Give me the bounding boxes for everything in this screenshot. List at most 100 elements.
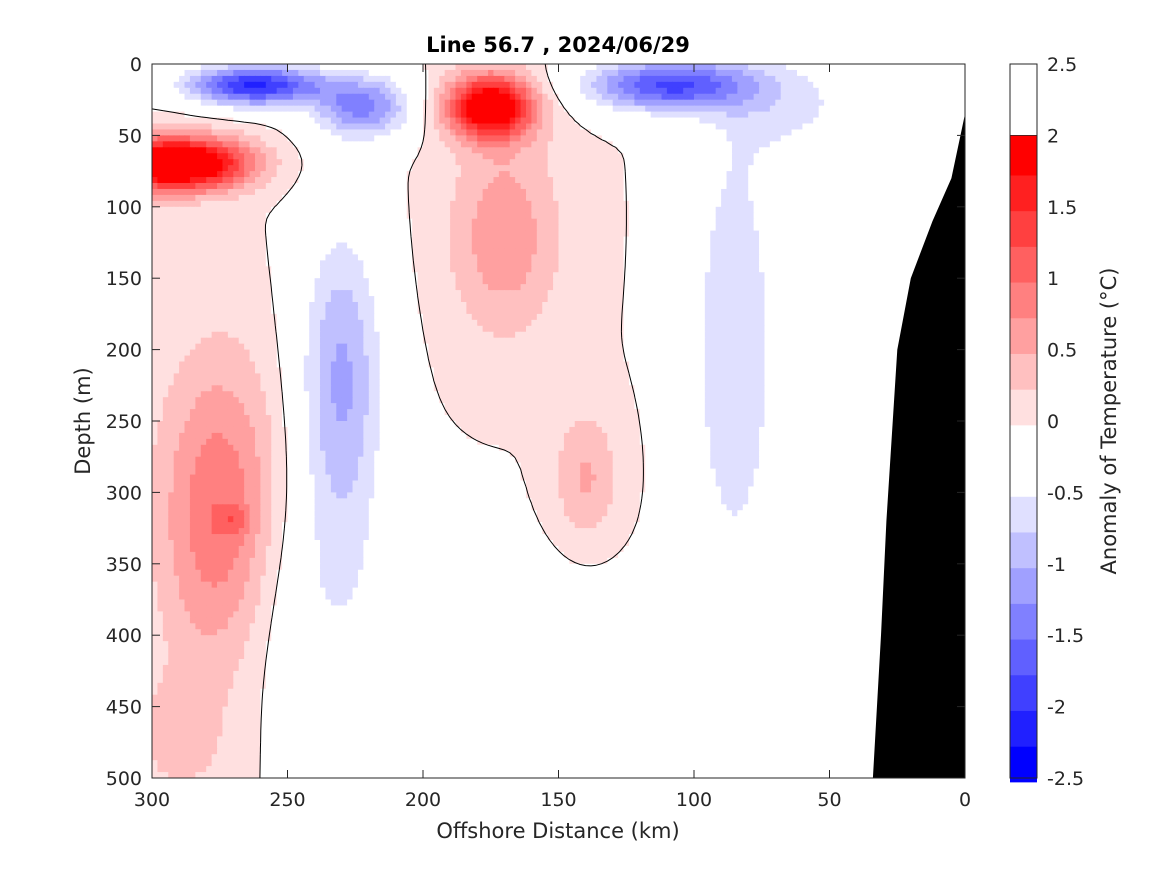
field-cell (748, 147, 755, 154)
field-cell (271, 75, 278, 83)
field-cell (265, 254, 272, 261)
field-cell (715, 69, 722, 77)
field-cell (515, 87, 522, 95)
field-cell (152, 224, 159, 232)
field-cell (921, 147, 928, 154)
field-cell (439, 212, 446, 220)
field-cell (645, 87, 652, 95)
field-cell (189, 123, 196, 131)
field-cell (542, 123, 549, 131)
field-cell (254, 206, 261, 214)
field-cell (168, 183, 175, 190)
field-cell (244, 230, 251, 238)
field-cell (303, 248, 310, 255)
field-cell (460, 212, 467, 220)
field-cell (802, 81, 809, 89)
field-cell (661, 141, 668, 148)
field-cell (287, 87, 294, 95)
field-cell (905, 117, 912, 125)
field-cell (704, 206, 711, 214)
field-cell (661, 81, 668, 89)
field-cell (515, 206, 522, 214)
field-cell (249, 188, 256, 196)
field-cell (553, 254, 560, 261)
field-cell (498, 69, 505, 77)
field-cell (580, 194, 587, 202)
field-cell (650, 99, 657, 107)
field-cell (547, 165, 554, 172)
field-cell (959, 123, 965, 131)
field-cell (824, 200, 831, 208)
field-cell (206, 260, 213, 267)
field-cell (802, 64, 809, 71)
field-cell (910, 248, 917, 255)
field-cell (862, 194, 869, 202)
field-cell (477, 111, 484, 119)
field-cell (244, 171, 251, 178)
field-cell (618, 105, 625, 113)
field-cell (612, 254, 619, 261)
field-cell (444, 194, 451, 202)
field-cell (834, 194, 841, 202)
field-cell (937, 153, 944, 160)
field-cell (802, 75, 809, 83)
field-cell (488, 224, 495, 232)
field-cell (791, 248, 798, 255)
field-cell (309, 159, 316, 166)
field-cell (553, 87, 560, 95)
field-cell (385, 236, 392, 244)
field-cell (840, 248, 847, 255)
field-cell (433, 111, 440, 119)
field-cell (433, 99, 440, 107)
field-cell (834, 236, 841, 244)
field-cell (488, 75, 495, 83)
field-cell (558, 111, 565, 119)
field-cell (531, 147, 538, 154)
field-cell (395, 183, 402, 190)
field-cell (374, 141, 381, 148)
field-cell (298, 230, 305, 238)
field-cell (298, 153, 305, 160)
field-cell (753, 147, 760, 154)
field-cell (878, 218, 885, 226)
field-cell (390, 254, 397, 261)
field-cell (200, 230, 207, 238)
field-cell (569, 194, 576, 202)
field-cell (666, 254, 673, 261)
field-cell (217, 224, 224, 232)
field-cell (753, 129, 760, 136)
field-cell (303, 105, 310, 113)
field-cell (379, 135, 386, 142)
field-cell (325, 200, 332, 208)
field-cell (395, 188, 402, 196)
field-cell (948, 81, 955, 89)
field-cell (726, 200, 733, 208)
field-cell (628, 105, 635, 113)
field-cell (656, 159, 663, 166)
field-cell (862, 69, 869, 77)
field-cell (683, 141, 690, 148)
field-cell (423, 254, 430, 261)
field-cell (330, 69, 337, 77)
field-cell (260, 236, 267, 244)
field-cell (217, 117, 224, 125)
field-cell (585, 99, 592, 107)
field-cell (596, 99, 603, 107)
field-cell (303, 224, 310, 232)
field-cell (477, 123, 484, 131)
field-cell (265, 165, 272, 172)
field-cell (878, 153, 885, 160)
field-cell (498, 183, 505, 190)
field-cell (580, 254, 587, 261)
field-cell (829, 159, 836, 166)
field-cell (482, 230, 489, 238)
field-cell (731, 81, 738, 89)
field-cell (672, 224, 679, 232)
field-cell (645, 69, 652, 77)
field-cell (563, 254, 570, 261)
field-cell (482, 81, 489, 89)
field-cell (726, 183, 733, 190)
field-cell (845, 75, 852, 83)
field-cell (607, 254, 614, 261)
field-cell (536, 200, 543, 208)
